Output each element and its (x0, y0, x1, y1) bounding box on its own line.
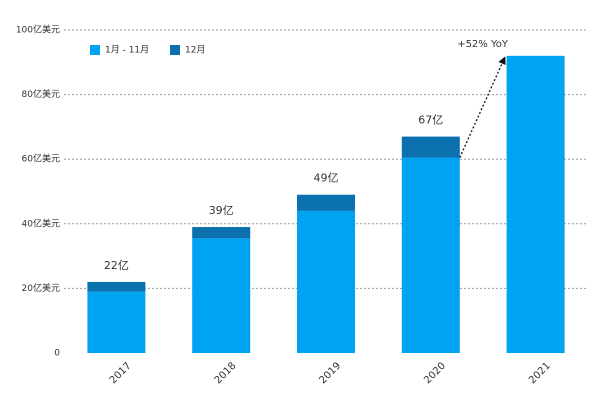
x-tick-label: 2018 (213, 360, 239, 386)
total-label: 49亿 (314, 172, 339, 185)
annotation: +52% YoY (457, 39, 509, 50)
total-label: 22亿 (104, 259, 129, 272)
y-tick-label: 0 (54, 349, 60, 359)
legend-label: 1月 - 11月 (105, 45, 149, 56)
x-tick-label: 2020 (422, 360, 448, 386)
y-tick-label: 80亿美元 (22, 88, 60, 100)
legend-swatch (90, 45, 100, 55)
legend-swatch (170, 45, 180, 55)
x-tick-label: 2019 (317, 360, 343, 386)
y-tick-label: 60亿美元 (22, 153, 60, 165)
x-tick-label: 2021 (527, 360, 553, 386)
bar-segment (401, 136, 460, 158)
y-tick-label: 40亿美元 (22, 217, 60, 229)
x-tick-label: 2017 (108, 360, 134, 386)
total-label: 39亿 (209, 204, 234, 217)
bar-segment (87, 281, 146, 292)
bar-segment (297, 194, 355, 211)
bar-segment (192, 227, 251, 239)
bar-segment (87, 291, 146, 353)
legend-label: 12月 (185, 45, 205, 56)
yoy-arrow (459, 56, 506, 158)
bar-segment (506, 55, 565, 354)
y-tick-label: 20亿美元 (22, 282, 60, 294)
y-tick-label: 100亿美元 (16, 24, 60, 36)
bar-segment (192, 238, 251, 353)
bar-segment (297, 210, 355, 353)
total-label: 67亿 (418, 114, 443, 127)
bar-segment (401, 157, 460, 353)
